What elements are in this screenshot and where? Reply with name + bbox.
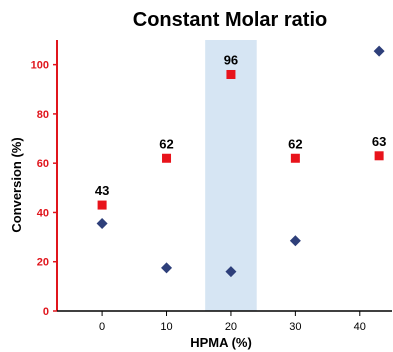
square-point [162,153,172,163]
square-point [226,69,236,79]
data-label: 62 [159,136,173,151]
data-label: 63 [372,134,386,149]
y-tick-label: 20 [37,257,49,269]
y-tick-label: 80 [37,109,49,121]
square-point [374,151,384,161]
data-marks: 43 62 96 62 63 [95,45,386,278]
x-tick-label: 0 [99,321,105,333]
chart-title: Constant Molar ratio [133,9,327,31]
x-tick-label: 10 [160,321,172,333]
x-axis-label: HPMA (%) [190,335,252,350]
square-point [97,200,107,210]
data-label: 62 [288,136,302,151]
y-tick-label: 100 [31,60,49,72]
diamond-point [289,235,301,247]
diamond-point [161,262,173,274]
y-axis: 0 20 40 60 80 100 [31,40,58,318]
y-axis-label: Conversion (%) [9,137,24,232]
highlight-band [205,40,257,311]
x-tick-label: 20 [225,321,237,333]
data-label: 43 [95,183,109,198]
highlight-band-layer [205,40,257,311]
x-axis: 0 10 20 30 40 [57,310,392,333]
x-tick-label: 40 [354,321,366,333]
y-tick-label: 40 [37,207,49,219]
diamond-point [96,218,108,230]
diamond-point [225,266,237,278]
y-tick-label: 60 [37,158,49,170]
data-label: 96 [224,52,238,67]
x-tick-label: 30 [289,321,301,333]
square-point [290,153,300,163]
y-tick-label: 0 [43,306,49,318]
diamond-point [373,45,385,57]
